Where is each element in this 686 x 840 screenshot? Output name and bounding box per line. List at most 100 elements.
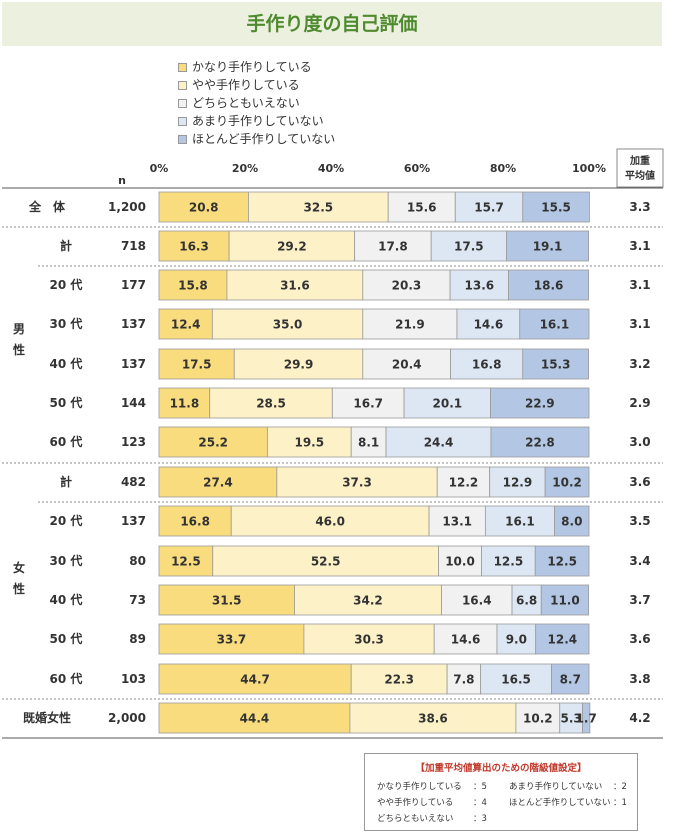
row-weighted-avg: 3.5 [629,514,650,528]
x-tick-label: 40% [318,162,344,175]
bar-segment [490,387,590,419]
bar-segment [233,348,364,380]
row-weighted-avg: 2.9 [629,396,650,410]
bar-segment [158,505,232,537]
bar-value-label: 12.2 [449,476,479,490]
bar-segment [158,269,228,301]
legend-swatch [178,116,187,126]
row-label: 40 代 [50,592,83,607]
row-n: 2,000 [108,711,146,725]
x-tick-label: 0% [150,162,169,175]
legend-swatch [178,134,187,144]
legend-label: ほとんど手作りしていない [192,132,336,146]
x-tick-label: 60% [404,162,430,175]
bar-segment [354,230,432,262]
bar-value-label: 16.5 [501,673,531,687]
bar-value-label: 14.6 [451,633,481,647]
weighted-avg-header: 加重 [629,154,650,167]
bar-segment [350,426,387,458]
bar-value-label: 46.0 [315,515,345,529]
bar-segment [449,269,509,301]
row-weighted-avg: 3.8 [629,672,650,686]
row-n: 137 [121,357,146,371]
note-item-value: ：1 [613,798,627,808]
x-tick-label: 100% [572,162,606,175]
bar-value-label: 28.5 [256,397,286,411]
row-weighted-avg: 4.2 [629,711,650,725]
row-n: 73 [129,593,146,607]
bar-value-label: 33.7 [217,633,247,647]
bar-value-label: 24.4 [424,436,454,450]
row-label: 全 体 [28,199,66,214]
note-item-label: どちらともいえない [377,814,454,824]
bar-value-label: 16.1 [505,515,535,529]
bar-segment [540,584,589,616]
bar-value-label: 16.8 [472,358,502,372]
bar-segment [158,623,305,655]
bar-segment [276,466,438,498]
bar-value-label: 17.8 [378,240,408,254]
note-item-value: ：4 [473,798,487,808]
bar-value-label: 20.1 [433,397,463,411]
bar-value-label: 13.6 [465,279,495,293]
row-n: 137 [121,317,146,331]
bar-segment [158,230,230,262]
row-n: 482 [121,475,146,489]
bar-segment [230,505,430,537]
bar-segment [428,505,486,537]
row-weighted-avg: 3.1 [629,278,650,292]
bar-segment [294,584,442,616]
bar-value-label: 20.3 [392,279,422,293]
bar-segment [522,191,590,223]
bar-value-label: 9.0 [506,633,527,647]
row-n: 123 [121,435,146,449]
row-n: 1,200 [108,200,146,214]
bar-segment [519,308,590,340]
bar-segment [303,623,435,655]
n-header: n [118,174,126,187]
bar-segment [158,545,214,577]
bar-segment [508,269,589,301]
row-n: 103 [121,672,146,686]
weight-setting-note: 【加重平均値算出のための階級値設定】 かなり手作りしている ：5 やや手作りして… [364,753,638,831]
row-n: 137 [121,514,146,528]
group-label: 女 [13,560,25,575]
bar-segment [534,545,590,577]
bar-value-label: 12.4 [548,633,578,647]
bar-segment [480,663,552,695]
bar-segment [450,348,524,380]
bar-segment [362,348,451,380]
chart-legend: かなり手作りしている やや手作りしている どちらともいえない あまり手作りしてい… [178,58,335,148]
bar-segment [158,702,351,734]
row-n: 89 [129,632,146,646]
row-label: 40 代 [50,356,83,371]
bar-value-label: 37.3 [342,476,372,490]
bar-value-label: 30.3 [354,633,384,647]
bar-value-label: 15.6 [407,201,437,215]
bar-value-label: 8.1 [358,436,379,450]
bar-value-label: 10.2 [523,712,553,726]
bar-value-label: 35.0 [273,318,303,332]
bar-value-label: 19.1 [533,240,563,254]
bar-value-label: 7.8 [453,673,474,687]
bar-segment [441,584,513,616]
bar-segment [387,191,456,223]
bar-value-label: 25.2 [198,436,228,450]
row-label: 20 代 [50,513,83,528]
bar-value-label: 19.5 [294,436,324,450]
bar-value-label: 17.5 [182,358,212,372]
bar-segment [226,269,364,301]
bar-segment [456,308,521,340]
bar-segment [544,466,590,498]
bar-value-label: 32.5 [304,201,334,215]
bar-segment [248,191,389,223]
x-tick-label: 20% [232,162,258,175]
legend-item: かなり手作りしている [178,58,335,76]
legend-label: どちらともいえない [192,96,300,110]
bar-value-label: 34.2 [353,594,383,608]
bar-value-label: 13.1 [442,515,472,529]
bar-value-label: 29.2 [277,240,307,254]
row-n: 177 [121,278,146,292]
legend-item: あまり手作りしていない [178,112,335,130]
